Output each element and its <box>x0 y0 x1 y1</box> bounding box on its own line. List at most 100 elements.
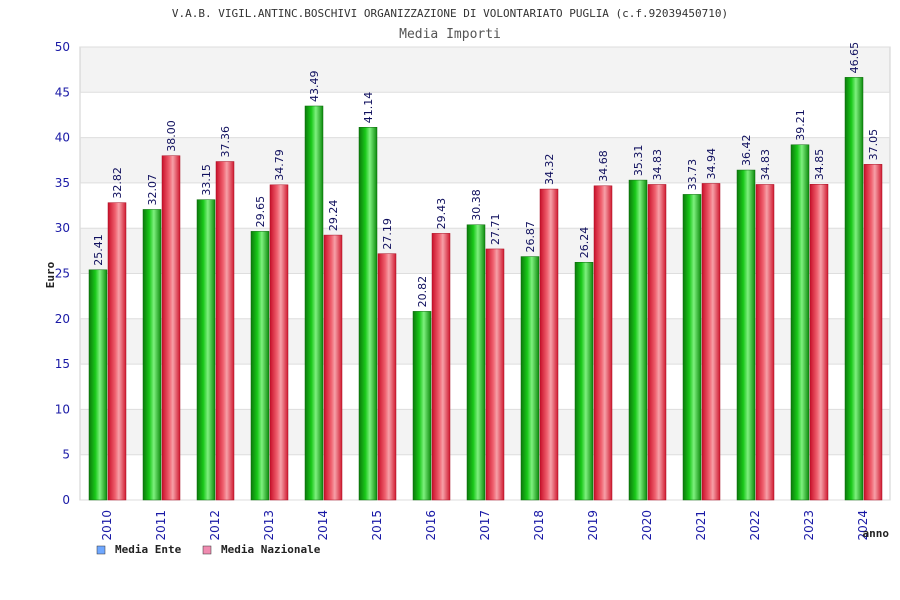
y-tick-label: 35 <box>55 176 70 190</box>
data-label: 39.21 <box>794 109 807 141</box>
bar-media-ente-2017 <box>466 224 486 501</box>
data-label: 20.82 <box>416 276 429 308</box>
x-axis-label: anno <box>863 527 890 540</box>
y-tick-label: 40 <box>55 131 70 145</box>
bar-media-nazionale-2010 <box>107 202 127 501</box>
legend-label-media-nazionale: Media Nazionale <box>221 543 321 556</box>
data-label: 36.42 <box>740 135 753 167</box>
data-label: 33.15 <box>200 164 213 196</box>
data-label: 34.79 <box>273 149 286 181</box>
bar-media-ente-2014 <box>304 105 324 501</box>
bar-media-nazionale-2013 <box>269 184 289 501</box>
data-label: 41.14 <box>362 92 375 124</box>
data-label: 32.82 <box>111 167 124 199</box>
data-label: 29.24 <box>327 200 340 232</box>
bar-media-ente-2012 <box>196 199 216 501</box>
y-axis-label: Euro <box>44 261 57 288</box>
x-tick-label: 2010 <box>100 510 114 541</box>
data-label: 38.00 <box>165 120 178 152</box>
plot-band <box>80 92 890 138</box>
bar-media-nazionale-2019 <box>593 185 613 501</box>
bar-media-ente-2018 <box>520 256 540 501</box>
data-label: 34.85 <box>813 149 826 181</box>
bar-media-nazionale-2022 <box>755 184 775 501</box>
y-tick-label: 20 <box>55 312 70 326</box>
bar-media-nazionale-2024 <box>863 164 883 501</box>
data-label: 34.83 <box>651 149 664 181</box>
data-label: 37.36 <box>219 126 232 158</box>
y-tick-label: 30 <box>55 221 70 235</box>
legend-swatch-media-nazionale <box>202 545 212 555</box>
bar-media-ente-2021 <box>682 194 702 501</box>
x-tick-label: 2012 <box>208 510 222 541</box>
data-label: 43.49 <box>308 70 321 102</box>
data-label: 34.68 <box>597 150 610 182</box>
bar-media-nazionale-2014 <box>323 234 343 501</box>
y-tick-label: 10 <box>55 402 70 416</box>
bar-media-nazionale-2016 <box>431 233 451 501</box>
x-tick-label: 2018 <box>532 510 546 541</box>
y-axis-ticks: 0 5 10 15 20 25 30 35 40 45 50 <box>55 40 70 507</box>
bar-media-ente-2022 <box>736 169 756 501</box>
chart-title: V.A.B. VIGIL.ANTINC.BOSCHIVI ORGANIZZAZI… <box>172 7 728 20</box>
x-tick-label: 2017 <box>478 510 492 541</box>
y-tick-label: 15 <box>55 357 70 371</box>
legend-label-media-ente: Media Ente <box>115 543 182 556</box>
data-label: 35.31 <box>632 145 645 177</box>
x-tick-label: 2013 <box>262 510 276 541</box>
bars <box>88 77 883 501</box>
y-tick-label: 5 <box>62 448 70 462</box>
bar-media-nazionale-2018 <box>539 188 559 501</box>
x-tick-label: 2015 <box>370 510 384 541</box>
x-tick-label: 2023 <box>802 510 816 541</box>
chart-subtitle: Media Importi <box>399 27 501 42</box>
data-label: 30.38 <box>470 189 483 221</box>
bar-media-nazionale-2015 <box>377 253 397 501</box>
data-label: 33.73 <box>686 159 699 191</box>
bar-media-ente-2020 <box>628 179 648 501</box>
bar-media-ente-2013 <box>250 231 270 501</box>
data-label: 37.05 <box>867 129 880 161</box>
data-label: 27.19 <box>381 218 394 250</box>
data-label: 34.83 <box>759 149 772 181</box>
x-tick-label: 2021 <box>694 510 708 541</box>
bar-media-nazionale-2011 <box>161 155 181 501</box>
x-tick-label: 2014 <box>316 510 330 541</box>
x-tick-label: 2016 <box>424 510 438 541</box>
data-label: 34.94 <box>705 148 718 180</box>
y-tick-label: 50 <box>55 40 70 54</box>
bar-media-nazionale-2020 <box>647 184 667 501</box>
bar-media-ente-2023 <box>790 144 810 501</box>
y-tick-label: 45 <box>55 85 70 99</box>
x-tick-label: 2024 <box>856 510 870 541</box>
bar-media-ente-2015 <box>358 127 378 501</box>
legend-swatch-media-ente <box>96 545 106 555</box>
data-label: 32.07 <box>146 174 159 206</box>
data-labels: 25.41 32.82 32.07 38.00 33.15 37.36 29.65 34.79… <box>92 42 880 308</box>
y-tick-label: 0 <box>62 493 70 507</box>
bar-media-nazionale-2017 <box>485 248 505 501</box>
bar-media-nazionale-2023 <box>809 184 829 501</box>
x-tick-label: 2011 <box>154 510 168 541</box>
x-tick-label: 2022 <box>748 510 762 541</box>
bar-media-ente-2010 <box>88 269 108 501</box>
x-tick-label: 2020 <box>640 510 654 541</box>
data-label: 25.41 <box>92 234 105 266</box>
data-label: 34.32 <box>543 154 556 186</box>
x-tick-label: 2019 <box>586 510 600 541</box>
data-label: 26.87 <box>524 221 537 253</box>
data-label: 46.65 <box>848 42 861 74</box>
data-label: 26.24 <box>578 227 591 259</box>
bar-media-ente-2011 <box>142 209 162 501</box>
x-axis-ticks: 2010 2011 2012 2013 2014 2015 2016 2017 2018 2019… <box>100 510 870 541</box>
bar-media-ente-2019 <box>574 262 594 501</box>
legend: Media Ente Media Nazionale <box>96 543 321 556</box>
data-label: 27.71 <box>489 213 502 245</box>
data-label: 29.43 <box>435 198 448 230</box>
bar-media-ente-2016 <box>412 311 432 501</box>
bar-media-nazionale-2012 <box>215 161 235 501</box>
bar-media-nazionale-2021 <box>701 183 721 501</box>
data-label: 29.65 <box>254 196 267 228</box>
y-tick-label: 25 <box>55 267 70 281</box>
